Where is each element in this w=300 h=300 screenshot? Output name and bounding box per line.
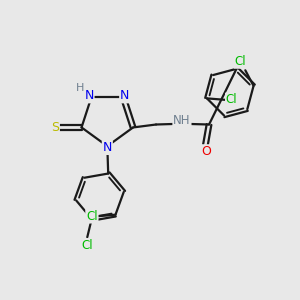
Text: H: H xyxy=(76,83,84,93)
Text: N: N xyxy=(103,141,112,154)
Text: Cl: Cl xyxy=(82,239,93,252)
Text: N: N xyxy=(84,89,94,103)
Text: Cl: Cl xyxy=(226,93,238,106)
Text: Cl: Cl xyxy=(86,210,98,223)
Text: O: O xyxy=(201,145,211,158)
Text: NH: NH xyxy=(173,115,191,128)
Text: Cl: Cl xyxy=(235,55,246,68)
Text: S: S xyxy=(51,121,59,134)
Text: N: N xyxy=(120,89,129,103)
